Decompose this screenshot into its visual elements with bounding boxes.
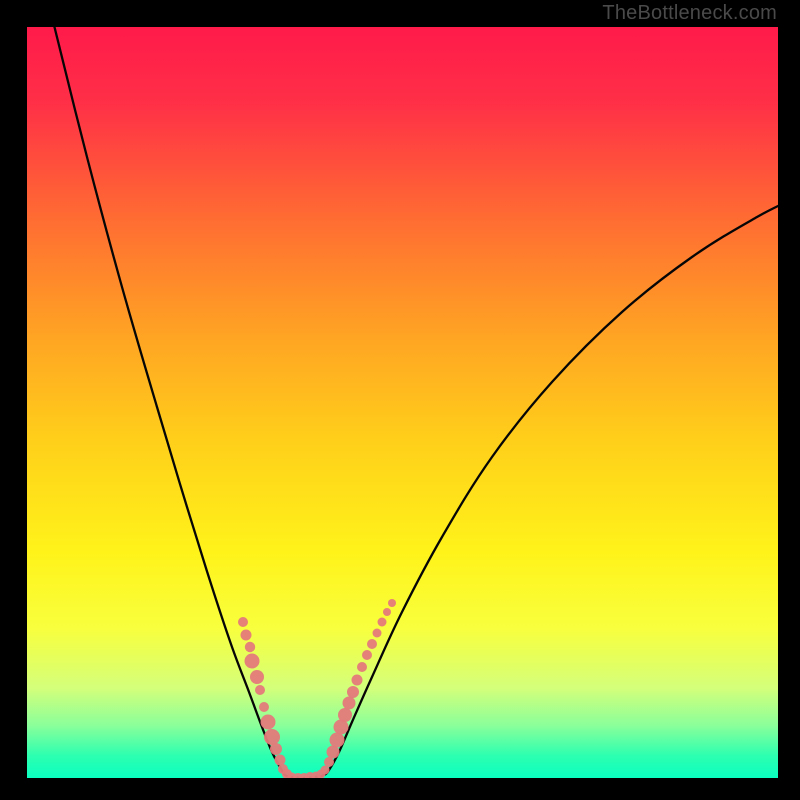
gradient-background xyxy=(27,27,778,778)
frame-bottom xyxy=(0,778,800,800)
frame-left xyxy=(0,0,27,800)
watermark-text: TheBottleneck.com xyxy=(602,2,777,25)
frame-right xyxy=(778,0,800,800)
plot-area xyxy=(27,27,778,778)
